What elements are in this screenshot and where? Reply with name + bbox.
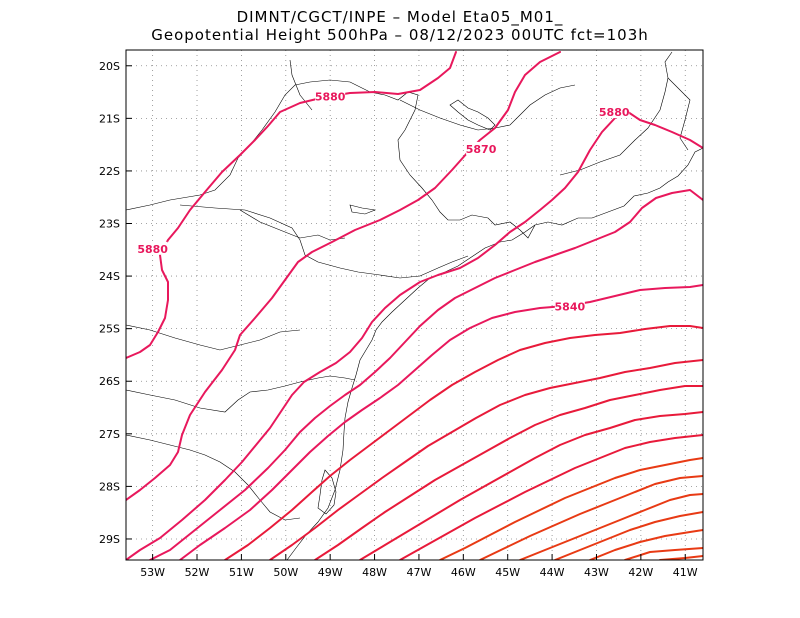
lon-tick-label: 51W [229,566,254,579]
height-contour-line [126,51,561,501]
coastline [126,79,703,239]
lat-tick-label: 28S [99,480,120,493]
coastline-south [286,224,536,560]
lat-tick-label: 29S [99,533,120,546]
state-border-pr-sc [126,375,356,413]
height-contour-line [519,493,703,560]
contour-label: 5880 [599,106,630,119]
state-border-sc-rs [126,434,301,521]
height-contour-line [224,325,703,560]
lon-tick-label: 43W [584,566,609,579]
river-paranapanema [239,209,346,241]
river-iguacu [126,324,301,351]
contour-label-background [137,241,168,255]
state-border-sp-mg [179,204,469,279]
contour-label: 5870 [466,143,497,156]
contour-label-background [554,299,585,313]
height-contour-line [269,359,703,560]
lon-tick-label: 44W [540,566,565,579]
height-contour-line [624,547,703,560]
lon-tick-label: 50W [273,566,298,579]
state-border-mg-rj [559,51,673,176]
height-contours [126,51,703,560]
lat-tick-label: 21S [99,112,120,125]
lon-tick-label: 46W [451,566,476,579]
contour-label: 5880 [315,90,346,103]
reservoir-furnas [449,99,496,131]
height-contour-line [314,385,703,560]
reservoir-itaipu [349,204,377,215]
lat-tick-label: 26S [99,375,120,388]
contour-label: 5840 [555,301,586,314]
lon-tick-label: 45W [495,566,520,579]
lat-tick-label: 20S [99,60,120,73]
lon-tick-label: 48W [362,566,387,579]
lagoa-dos-patos [317,469,337,515]
map-title-line2: Geopotential Height 500hPa – 08/12/2023 … [151,26,649,44]
map-title-line1: DIMNT/CGCT/INPE – Model Eta05_M01_ [236,8,564,26]
height-contour-line [359,411,703,560]
lon-tick-label: 53W [140,566,165,579]
graticule-grid [126,50,703,560]
height-contour-line [439,457,703,560]
lat-tick-label: 23S [99,218,120,231]
political-boundaries [126,51,703,560]
state-border-es [667,77,691,151]
lat-tick-label: 22S [99,165,120,178]
lon-tick-label: 52W [185,566,210,579]
axis-ticks: 20S 21S 22S 23S 24S 25S 26S 27S 28S 29S 53W 52W 51W 5… [99,60,698,579]
height-contour-line [659,555,703,560]
contour-label-background [599,105,630,119]
height-contour-line [149,189,703,560]
lat-tick-label: 24S [99,270,120,283]
lon-tick-label: 41W [673,566,698,579]
contour-label-background [315,89,346,103]
contour-labels: 5880 5880 5880 5870 5840 [137,89,630,314]
lat-tick-label: 27S [99,428,120,441]
height-contour-line [589,529,703,560]
river-grande [399,84,576,131]
height-contour-line [126,111,703,560]
height-contour-line [479,475,703,560]
height-contour-line [179,284,703,560]
lon-tick-label: 42W [628,566,653,579]
lon-tick-label: 47W [407,566,432,579]
height-contour-line [399,434,703,560]
plot-frame [125,49,704,561]
contour-label: 5880 [137,243,168,256]
height-contour-line [126,51,457,359]
height-contour-line [554,511,703,560]
contour-label-background [466,141,497,155]
lat-tick-label: 25S [99,323,120,336]
lon-tick-label: 49W [318,566,343,579]
